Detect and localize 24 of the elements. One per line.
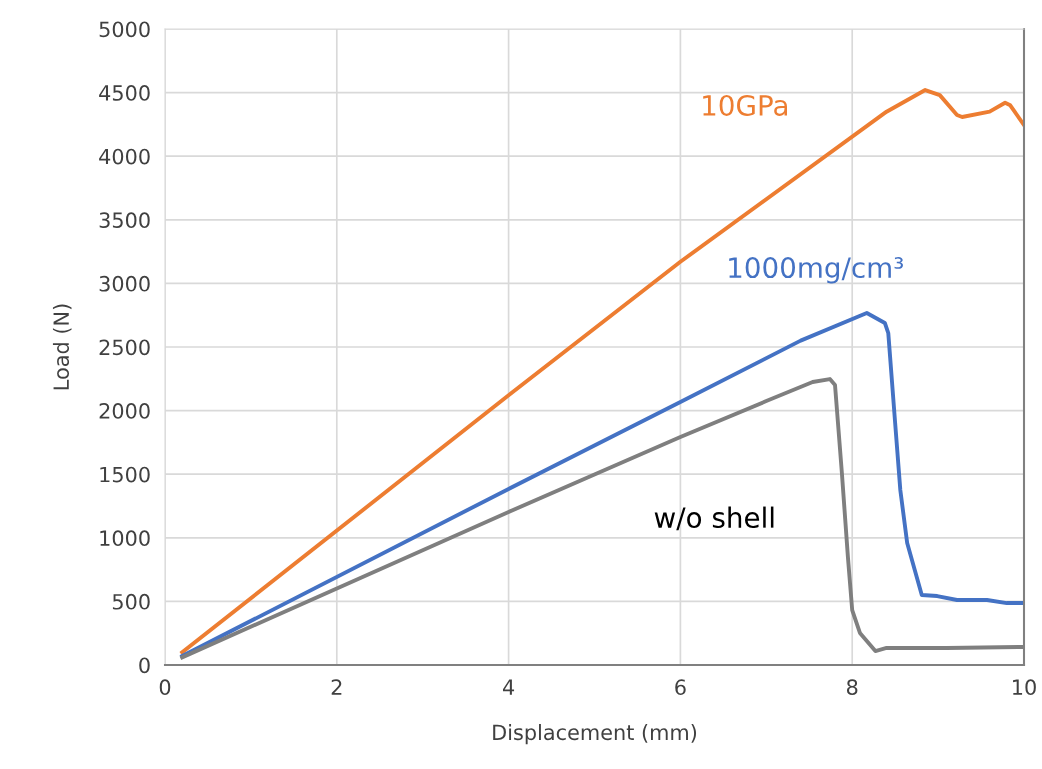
x-axis-title: Displacement (mm)	[493, 724, 697, 745]
series-label: 1000mg/cm³	[729, 257, 903, 284]
x-tick-label: 6	[675, 679, 686, 696]
y-tick-label: 2000	[99, 403, 150, 419]
x-tick-label: 8	[846, 679, 858, 696]
y-tick-label: 500	[112, 593, 150, 610]
line-series	[180, 311, 1024, 659]
x-tick-label: 0	[159, 679, 171, 696]
y-tick-label: 3500	[99, 212, 150, 229]
y-tick-label: 4500	[99, 85, 150, 101]
y-tick-label: 1500	[100, 466, 150, 483]
y-tick-label: 5000	[99, 21, 150, 38]
x-tick-label: 4	[502, 679, 515, 695]
y-tick-label: 4000	[99, 148, 150, 165]
y-tick-label: 3000	[99, 275, 150, 292]
x-tick-label: 2	[331, 679, 342, 695]
y-axis-title: Load (N)	[52, 304, 72, 390]
series-label: w/o shell	[654, 506, 774, 531]
y-tick-label: 1000	[100, 530, 150, 547]
y-tick-label: 2500	[99, 339, 150, 356]
y-tick-label: 0	[139, 657, 150, 674]
series-label: 10GPa	[703, 94, 787, 116]
line-series	[180, 88, 1024, 655]
x-tick-label: 10	[1013, 679, 1036, 696]
